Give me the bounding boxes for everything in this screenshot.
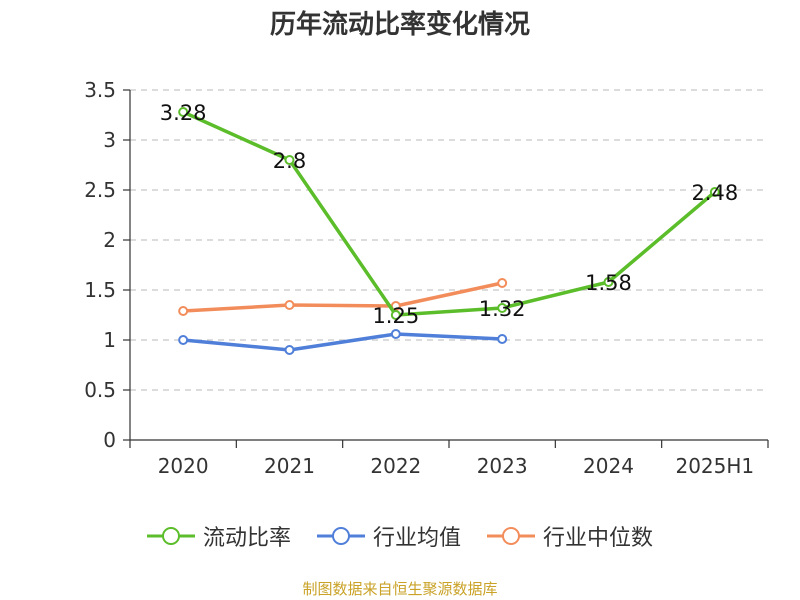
y-tick-label: 1.5 <box>84 278 116 302</box>
legend-label-industry-median: 行业中位数 <box>543 526 654 551</box>
data-point <box>497 278 508 288</box>
data-point <box>603 277 614 287</box>
y-tick-label: 2 <box>103 228 116 252</box>
y-tick-label: 0 <box>103 428 116 452</box>
y-tick-label: 1 <box>103 328 116 352</box>
x-tick-label: 2024 <box>583 454 634 478</box>
data-point <box>497 303 508 313</box>
data-point <box>709 187 720 197</box>
data-label: 2.8 <box>273 149 306 173</box>
y-tick-label: 3 <box>103 128 116 152</box>
legend-item-current-ratio[interactable]: 流动比率 <box>146 520 291 552</box>
data-label: 1.58 <box>585 271 632 295</box>
x-tick-label: 2022 <box>370 454 421 478</box>
x-tick-label: 2021 <box>264 454 315 478</box>
data-point <box>178 335 189 345</box>
legend-item-industry-mean[interactable]: 行业均值 <box>316 520 461 552</box>
data-label: 2.48 <box>691 181 738 205</box>
x-tick-label: 2025H1 <box>675 454 754 478</box>
legend: 流动比率 行业均值 行业中位数 <box>0 520 800 552</box>
legend-swatch-current-ratio <box>146 527 195 545</box>
data-point <box>284 300 295 310</box>
legend-label-current-ratio: 流动比率 <box>202 526 291 551</box>
data-point <box>178 306 189 316</box>
data-label: 3.28 <box>160 101 207 125</box>
data-label: 1.25 <box>372 304 419 328</box>
data-point <box>497 334 508 344</box>
data-point <box>284 155 295 165</box>
series-line <box>182 110 716 317</box>
y-tick-label: 2.5 <box>84 178 116 202</box>
y-tick-label: 0.5 <box>84 378 116 402</box>
data-point <box>284 345 295 355</box>
source-note: 制图数据来自恒生聚源数据库 <box>302 580 498 598</box>
data-point <box>390 329 401 339</box>
legend-swatch-industry-median <box>487 527 535 545</box>
legend-swatch-industry-mean <box>316 527 365 545</box>
legend-label-industry-mean: 行业均值 <box>372 526 461 551</box>
data-point <box>390 310 401 320</box>
series-line <box>183 281 503 313</box>
data-label: 1.32 <box>479 297 526 321</box>
series-line <box>183 332 503 352</box>
y-tick-label: 3.5 <box>84 78 116 102</box>
x-tick-label: 2020 <box>158 454 209 478</box>
legend-item-industry-median[interactable]: 行业中位数 <box>487 520 653 552</box>
chart-title: 历年流动比率变化情况 <box>269 10 530 40</box>
x-tick-label: 2023 <box>477 454 528 478</box>
data-point <box>178 107 189 117</box>
